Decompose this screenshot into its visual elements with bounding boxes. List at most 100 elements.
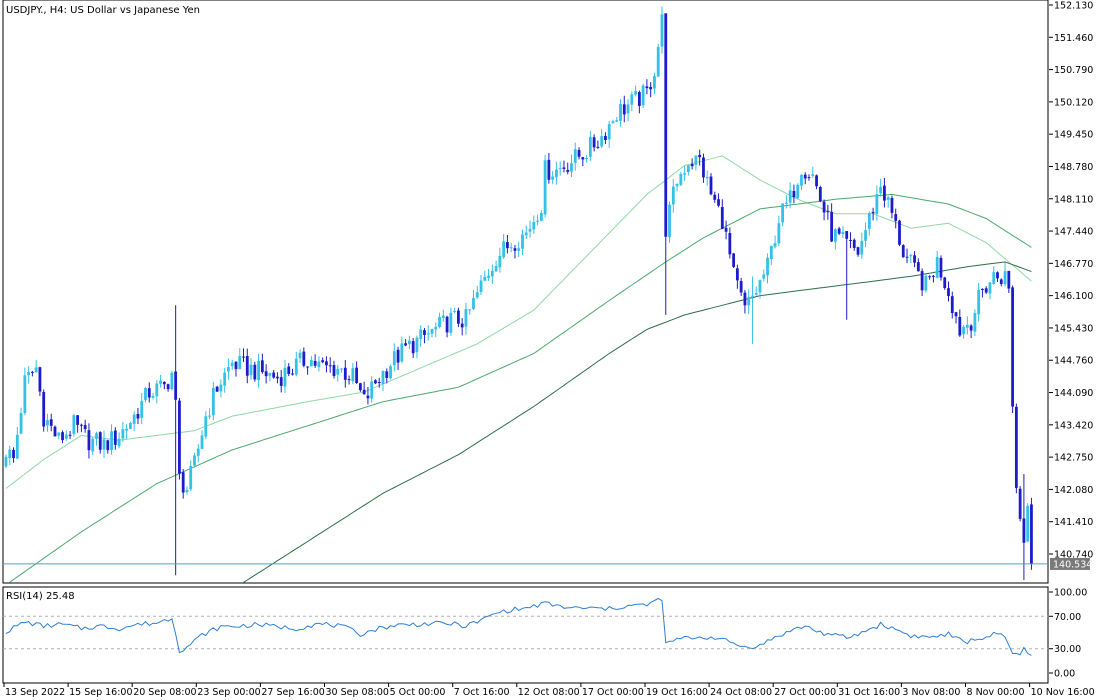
candle-bear — [690, 163, 694, 167]
candle-bear — [506, 242, 509, 249]
rsi-line — [5, 597, 1032, 656]
candle-bear — [709, 176, 713, 195]
time-tick-label: 12 Oct 08:00 — [518, 687, 580, 698]
candle-bear — [702, 157, 705, 178]
candle-bull — [558, 168, 562, 170]
candle-bear — [404, 343, 408, 346]
candle-bear — [234, 361, 238, 370]
candle-bear — [460, 323, 464, 328]
candle-bull — [223, 372, 227, 386]
candle-bull — [121, 429, 125, 439]
candle-bear — [136, 413, 140, 419]
candle-bear — [852, 239, 856, 248]
candle-bull — [705, 176, 709, 179]
rsi-tick-label: 70.00 — [1054, 612, 1081, 623]
candle-bear — [279, 377, 283, 386]
candle-bull — [784, 202, 788, 204]
candle-bear — [106, 440, 110, 451]
candle-bull — [407, 340, 411, 345]
candle-bear — [898, 220, 901, 245]
candle-bear — [355, 367, 359, 384]
rsi-title: RSI(14) 25.48 — [6, 591, 75, 602]
candle-bear — [30, 371, 34, 373]
price-tick-label: 146.100 — [1054, 291, 1093, 302]
candle-bear — [920, 271, 924, 291]
candle-bear — [328, 365, 332, 367]
candle-bull — [543, 160, 547, 215]
candle-bull — [340, 368, 343, 370]
candle-bull — [438, 316, 441, 327]
candle-bear — [958, 316, 962, 336]
candle-bull — [475, 292, 479, 298]
candle-bull — [204, 416, 208, 437]
candle-bull — [1026, 505, 1030, 542]
time-tick-label: 20 Sep 08:00 — [133, 687, 196, 698]
candle-bull — [747, 297, 751, 306]
candle-bear — [385, 371, 389, 378]
candle-bull — [611, 121, 615, 123]
candle-bear — [12, 449, 15, 459]
candle-bull — [151, 396, 155, 398]
candle-bear — [162, 381, 166, 385]
candle-bear — [562, 167, 566, 169]
candle-bull — [630, 94, 634, 105]
candle-bear — [739, 281, 743, 293]
candle-bear — [713, 194, 717, 200]
time-tick-label: 5 Oct 00:00 — [390, 687, 446, 698]
candle-bear — [837, 228, 841, 234]
candle-bear — [362, 389, 366, 395]
candle-bull — [472, 297, 475, 310]
candle-bull — [34, 367, 38, 373]
candle-bull — [517, 248, 521, 251]
candle-bull — [607, 124, 611, 140]
candle-bull — [539, 212, 543, 221]
candle-bear — [80, 424, 83, 426]
candle-bear — [818, 187, 822, 202]
candle-bull — [219, 384, 223, 392]
candle-bull — [675, 183, 679, 187]
candle-bull — [962, 326, 965, 335]
rsi-tick-label: 0.00 — [1054, 669, 1075, 680]
time-tick-label: 27 Oct 00:00 — [774, 687, 836, 698]
candle-bull — [268, 373, 272, 376]
candle-bull — [509, 247, 513, 249]
candle-bull — [468, 309, 472, 311]
candle-bull — [615, 120, 619, 122]
candle-bull — [15, 434, 19, 459]
rsi-tick-label: 100.00 — [1054, 588, 1087, 599]
candle-bull — [777, 223, 781, 244]
candle-bull — [430, 328, 434, 334]
candle-bull — [400, 343, 404, 362]
candle-bear — [939, 257, 943, 278]
candle-bear — [445, 316, 449, 333]
time-axis: 13 Sep 2022 15 Sep 16:00 20 Sep 08:00 23 Se… — [3, 683, 1095, 698]
candle-bull — [102, 439, 106, 450]
candle-bull — [19, 413, 23, 434]
candle-bull — [298, 352, 302, 359]
candle-bull — [751, 295, 754, 297]
candle-bear — [1030, 504, 1033, 564]
candle-bull — [570, 163, 573, 172]
candle-bull — [434, 326, 438, 330]
candle-bull — [935, 257, 939, 278]
candle-bull — [864, 230, 867, 241]
candle-bull — [686, 165, 690, 173]
candle-bull — [140, 401, 144, 418]
candle-bull — [159, 380, 162, 384]
candle-bull — [309, 360, 313, 367]
time-tick-label: 27 Sep 16:00 — [261, 687, 324, 698]
candle-bear — [890, 197, 894, 213]
price-tick-label: 150.790 — [1054, 65, 1093, 76]
candle-bull — [336, 368, 340, 375]
candle-bull — [800, 174, 803, 186]
candle-bear — [76, 415, 80, 425]
price-tick-label: 142.750 — [1054, 453, 1093, 464]
candle-bull — [796, 184, 800, 199]
candle-bull — [536, 220, 539, 222]
candle-bear — [916, 262, 920, 272]
candle-bull — [588, 137, 592, 157]
candle-bull — [57, 432, 61, 436]
candle-bull — [283, 367, 287, 387]
candle-bear — [313, 360, 317, 366]
